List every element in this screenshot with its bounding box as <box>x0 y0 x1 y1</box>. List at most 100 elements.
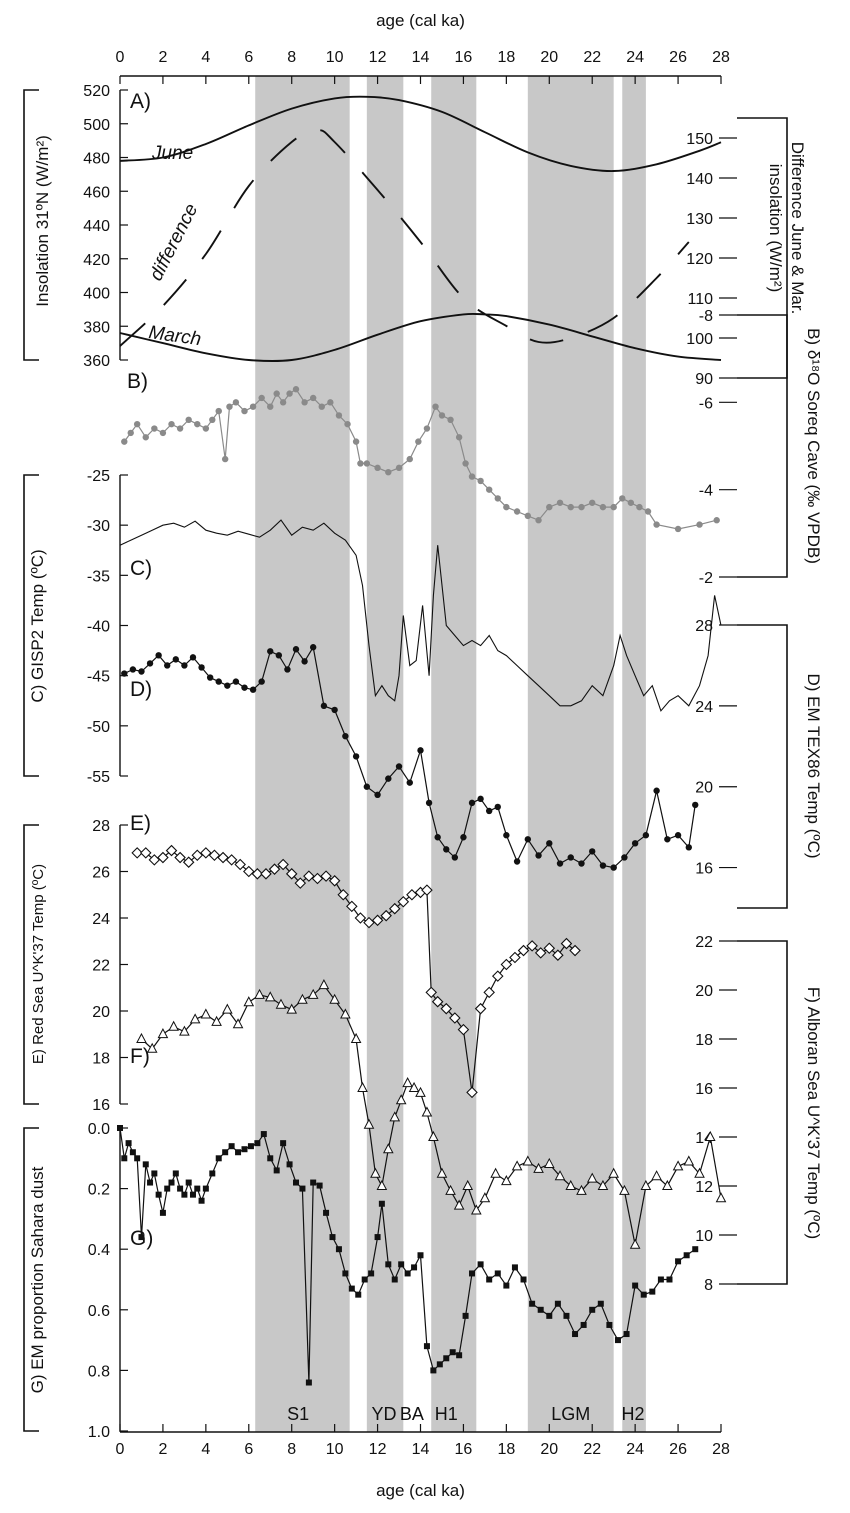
event-band-yd <box>366 76 404 1432</box>
data-point <box>155 1191 162 1198</box>
data-point <box>363 1118 375 1129</box>
axis-bracket <box>23 474 39 777</box>
series-c <box>119 519 722 712</box>
data-point <box>241 407 248 415</box>
data-point <box>159 1209 166 1216</box>
data-point <box>374 1234 381 1241</box>
event-label-yd: YD <box>372 1404 397 1424</box>
data-point <box>363 783 371 790</box>
data-point <box>164 662 171 669</box>
data-point <box>440 1002 453 1015</box>
data-point <box>185 416 192 423</box>
data-point <box>649 1288 656 1295</box>
event-label-h2: H2 <box>621 1404 644 1424</box>
y-tick-label-left: -30 <box>87 518 110 535</box>
x-tick-label-top: 26 <box>669 49 687 66</box>
y-tick-label-right: 16 <box>695 861 713 878</box>
data-point <box>430 1367 437 1374</box>
data-point <box>273 1167 280 1174</box>
data-point <box>355 1291 362 1298</box>
data-point <box>376 1179 388 1190</box>
data-point <box>309 644 317 651</box>
axis-bracket <box>23 824 39 1105</box>
data-point <box>148 854 161 866</box>
data-point <box>232 1018 244 1029</box>
data-point <box>209 1170 216 1177</box>
data-point <box>357 1081 368 1092</box>
y-tick-label-left: 28 <box>92 818 110 835</box>
data-point <box>692 1246 699 1253</box>
data-point <box>329 1234 336 1241</box>
data-point <box>370 1167 381 1178</box>
data-point <box>443 846 450 853</box>
data-point <box>447 416 454 423</box>
data-point <box>640 1291 647 1298</box>
data-point <box>636 503 643 511</box>
data-point <box>310 1179 317 1186</box>
series-june <box>119 95 722 172</box>
y-tick-label-left: 440 <box>83 218 110 235</box>
data-point <box>503 503 510 511</box>
data-point <box>543 1157 555 1168</box>
data-point <box>511 1160 523 1171</box>
x-axis-title-top: age (cal ka) <box>376 11 465 30</box>
data-point <box>614 1337 621 1344</box>
x-tick-label-bottom: 24 <box>626 1441 644 1458</box>
data-point <box>268 863 281 875</box>
y-tick-label-left: 0.6 <box>88 1303 110 1320</box>
data-point <box>232 399 240 406</box>
data-point <box>129 666 137 673</box>
data-point <box>449 1349 456 1356</box>
data-point <box>554 1170 566 1181</box>
data-point <box>664 836 671 843</box>
data-point <box>320 870 332 882</box>
data-point <box>311 872 324 885</box>
data-point <box>529 1300 536 1307</box>
axis-bracket <box>23 1127 39 1432</box>
data-point <box>640 1179 652 1190</box>
y-axis-title-e: E) Red Sea U^K'37 Temp (ºC) <box>30 864 47 1064</box>
data-point <box>395 763 403 770</box>
y-tick-label-right: 140 <box>686 171 713 188</box>
y-tick-label-left: 22 <box>92 958 110 975</box>
x-tick-label-bottom: 2 <box>158 1441 167 1458</box>
data-point <box>619 1184 630 1195</box>
data-point <box>138 1234 145 1241</box>
data-point <box>483 986 495 999</box>
data-point <box>151 425 158 432</box>
y-tick-label-left: 26 <box>92 865 110 882</box>
data-point <box>517 944 530 957</box>
data-point <box>715 1192 727 1203</box>
panel-label-a: A) <box>130 90 151 113</box>
x-tick-label-top: 18 <box>497 49 515 66</box>
y-axis-title-c: C) GISP2 Temp (ºC) <box>28 549 47 702</box>
y-tick-label-right: 150 <box>686 131 713 148</box>
y-tick-label-right: 110 <box>687 291 713 308</box>
data-point <box>395 464 403 472</box>
y-axis-title-b: B) δ¹⁸O Soreq Cave (‰ VPDB) <box>804 328 823 564</box>
axis-bracket-right <box>737 117 788 379</box>
data-point <box>434 834 441 841</box>
data-point <box>303 870 315 882</box>
data-point <box>556 499 564 506</box>
data-point <box>350 1032 362 1043</box>
y-tick-label-right: 22 <box>695 934 713 951</box>
panel-a <box>119 95 722 362</box>
curve-label-march: March <box>147 322 202 350</box>
data-point <box>576 1184 587 1195</box>
data-point <box>421 1106 433 1117</box>
data-point <box>168 1179 175 1186</box>
x-tick-label-bottom: 28 <box>712 1441 730 1458</box>
y-tick-label-left: 400 <box>83 286 110 303</box>
data-point <box>354 912 367 924</box>
data-point <box>578 503 585 511</box>
data-point <box>456 1352 463 1359</box>
data-point <box>631 840 639 847</box>
y-tick-label-right: 100 <box>686 331 713 348</box>
data-point <box>468 473 476 480</box>
data-point <box>352 753 360 760</box>
data-point <box>198 1197 205 1204</box>
data-point <box>232 678 240 685</box>
data-point <box>477 795 484 803</box>
data-point <box>146 660 154 667</box>
